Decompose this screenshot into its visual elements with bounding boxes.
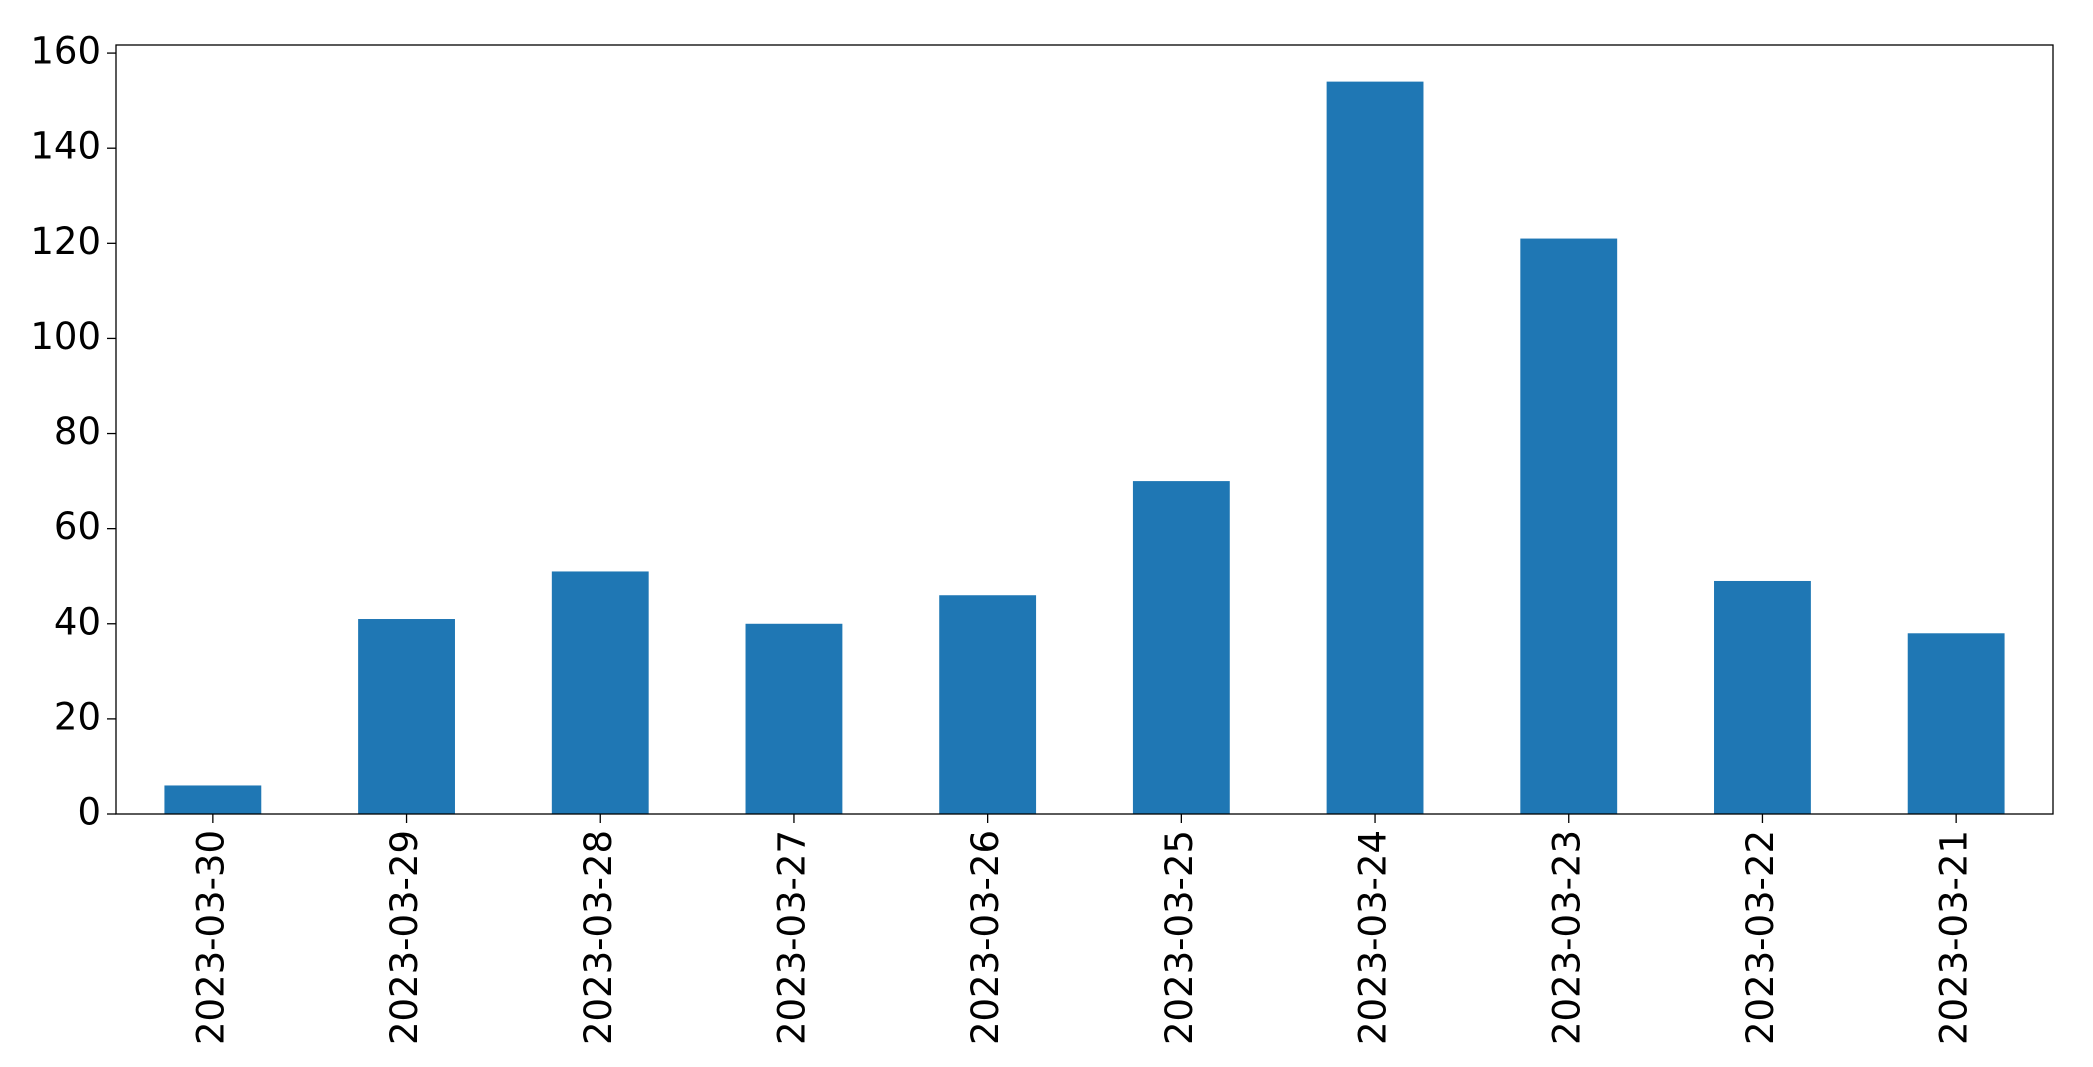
y-tick-label: 80 [54,410,101,453]
bar [1520,238,1618,815]
bar [551,571,649,814]
x-tick-label: 2023-03-28 [577,830,620,1045]
y-tick-label: 20 [54,695,101,738]
x-tick-label: 2023-03-27 [770,830,813,1045]
y-tick-label: 40 [54,600,101,643]
x-tick-label: 2023-03-26 [964,830,1007,1045]
x-tick-label: 2023-03-22 [1739,830,1782,1045]
bar [745,623,843,814]
x-tick-label: 2023-03-25 [1158,830,1201,1045]
x-tick-label: 2023-03-29 [383,830,426,1045]
x-tick-label: 2023-03-30 [189,830,232,1045]
bar [164,785,262,814]
y-tick-label: 100 [30,315,101,358]
x-tick-label: 2023-03-24 [1352,830,1395,1045]
x-tick-label: 2023-03-23 [1545,830,1588,1045]
bar [939,595,1037,814]
bar [1132,481,1230,814]
y-tick-label: 160 [30,30,101,73]
bar [1714,580,1811,814]
bar [358,619,455,814]
y-tick-label: 120 [30,220,101,263]
x-tick-label: 2023-03-21 [1933,830,1976,1045]
bar [1326,81,1424,815]
bar [1907,633,2005,814]
plot-frame [115,44,2054,815]
y-tick-label: 140 [30,125,101,168]
y-tick-label: 60 [54,505,101,548]
y-tick-label: 0 [77,791,101,834]
